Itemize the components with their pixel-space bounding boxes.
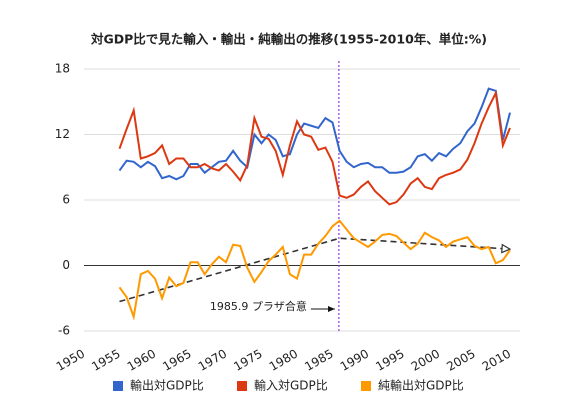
legend-label: 純輸出対GDP比	[378, 378, 464, 393]
series-line	[118, 89, 511, 206]
legend-label: 輸入対GDP比	[254, 378, 328, 393]
x-tick-label: 1995	[373, 347, 406, 374]
series-line	[118, 219, 511, 321]
x-tick-label: 1980	[267, 347, 300, 374]
legend-swatch	[237, 381, 247, 391]
legend-swatch	[113, 381, 123, 391]
y-tick-label: 0	[62, 258, 70, 272]
y-tick-label: 18	[55, 62, 70, 76]
x-tick-label: 1960	[125, 347, 158, 374]
x-tick-label: 2005	[444, 347, 477, 374]
x-tick-label: 2000	[409, 347, 442, 374]
x-tick-label: 1965	[160, 347, 193, 374]
chart-title: 対GDP比で見た輸入・輸出・純輸出の推移(1955-2010年、単位:%)	[90, 32, 487, 47]
x-tick-label: 1990	[338, 347, 371, 374]
x-tick-label: 1975	[231, 347, 264, 374]
y-tick-label: 12	[55, 127, 70, 141]
x-tick-label: 1950	[54, 347, 87, 374]
x-tick-label: 1985	[302, 347, 335, 374]
series-line	[118, 87, 511, 181]
x-tick-label: 1970	[196, 347, 229, 374]
y-tick-label: -6	[58, 324, 70, 338]
event-label: 1985.9 プラザ合意	[210, 299, 307, 313]
legend-swatch	[361, 381, 371, 391]
trend-line	[119, 237, 511, 303]
x-tick-label: 2010	[480, 347, 513, 374]
y-tick-label: 6	[62, 193, 70, 207]
x-tick-label: 1955	[89, 347, 122, 374]
legend-label: 輸出対GDP比	[130, 378, 204, 393]
